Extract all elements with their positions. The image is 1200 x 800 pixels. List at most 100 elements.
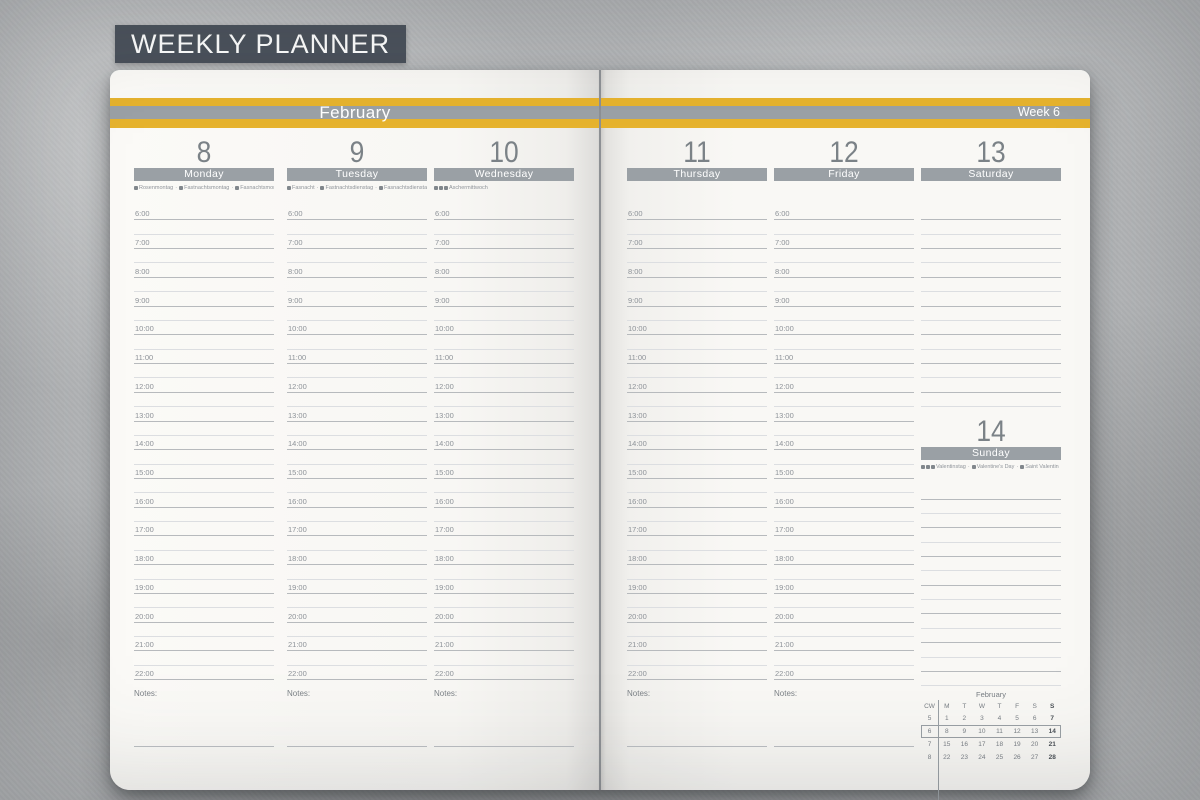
half-hour-line bbox=[434, 422, 574, 436]
time-label: 19:00 bbox=[135, 582, 154, 592]
mini-calendar-day-cell: 22 bbox=[943, 754, 951, 762]
time-label: 11:00 bbox=[135, 353, 154, 363]
day-holidays bbox=[774, 183, 914, 192]
half-hour-line bbox=[434, 393, 574, 408]
half-hour-line bbox=[774, 479, 914, 494]
day-holidays bbox=[921, 183, 1061, 192]
half-hour-line bbox=[287, 220, 427, 235]
half-hour-line bbox=[134, 220, 274, 235]
hour-line: 6:00 bbox=[627, 206, 767, 221]
hour-line bbox=[921, 350, 1061, 365]
day-number: 8 bbox=[196, 136, 212, 169]
half-hour-line bbox=[627, 651, 767, 666]
half-hour-line bbox=[627, 364, 767, 379]
time-label: 8:00 bbox=[435, 266, 450, 276]
hour-line: 15:00 bbox=[434, 465, 574, 479]
time-label: 15:00 bbox=[435, 468, 454, 477]
hour-line: 18:00 bbox=[627, 551, 767, 566]
half-hour-line bbox=[434, 249, 574, 264]
holiday-label: Rosenmontag bbox=[139, 184, 174, 191]
hour-line: 13:00 bbox=[134, 407, 274, 422]
column-bottom-line bbox=[627, 746, 767, 747]
hour-line: 16:00 bbox=[287, 493, 427, 508]
time-label: 19:00 bbox=[628, 582, 647, 592]
time-label: 13:00 bbox=[628, 410, 647, 420]
day-column-wednesday: 10 Wednesday Aschermittwoch 6:00 7:00 8:00 9:0… bbox=[434, 138, 574, 747]
hour-line: 20:00 bbox=[134, 608, 274, 623]
time-grid: 6:00 7:00 8:00 9:00 10:00 11:00 12:00 13:00 14:0… bbox=[287, 206, 427, 681]
time-label: 14:00 bbox=[288, 439, 307, 449]
half-hour-line bbox=[434, 651, 574, 666]
half-hour-line bbox=[774, 623, 914, 638]
half-hour-line bbox=[134, 450, 274, 465]
hour-line: 12:00 bbox=[627, 378, 767, 393]
half-hour-line bbox=[627, 594, 767, 609]
time-label: 18:00 bbox=[775, 554, 794, 564]
hour-line bbox=[921, 543, 1061, 557]
half-hour-line bbox=[921, 528, 1061, 543]
half-hour-line bbox=[774, 335, 914, 350]
half-hour-line bbox=[627, 335, 767, 350]
hour-line: 10:00 bbox=[134, 321, 274, 336]
half-hour-line bbox=[774, 450, 914, 465]
time-label: 22:00 bbox=[135, 669, 154, 679]
half-hour-line bbox=[774, 565, 914, 580]
half-hour-line bbox=[921, 307, 1061, 321]
half-hour-line bbox=[627, 220, 767, 235]
time-label: 21:00 bbox=[288, 640, 307, 650]
time-label: 11:00 bbox=[628, 353, 647, 363]
half-hour-line bbox=[774, 594, 914, 609]
time-label: 14:00 bbox=[775, 439, 794, 449]
half-hour-line bbox=[134, 565, 274, 580]
time-label: 16:00 bbox=[288, 496, 307, 506]
mini-calendar-header-cell: S bbox=[1032, 702, 1037, 710]
holiday-label: Valentine's Day bbox=[976, 463, 1015, 470]
mini-calendar-day-cell: 14 bbox=[1048, 728, 1056, 736]
day-number: 9 bbox=[349, 136, 365, 169]
half-hour-line bbox=[434, 536, 574, 551]
holiday-separator: · bbox=[375, 184, 378, 191]
time-label: 11:00 bbox=[288, 353, 307, 363]
half-hour-line bbox=[921, 335, 1061, 350]
time-label: 12:00 bbox=[775, 381, 794, 391]
half-hour-line bbox=[134, 393, 274, 408]
mini-calendar-day-cell: 4 bbox=[997, 715, 1002, 723]
mini-calendar-day-cell: 27 bbox=[1031, 754, 1039, 762]
half-hour-line bbox=[287, 508, 427, 523]
half-hour-line bbox=[134, 249, 274, 264]
time-label: 6:00 bbox=[435, 209, 450, 219]
book-gutter bbox=[599, 70, 601, 790]
time-label: 15:00 bbox=[628, 468, 647, 477]
mini-calendar-week-row: 7 15 16 17 18 19 20 21 bbox=[921, 738, 1061, 751]
half-hour-line bbox=[134, 278, 274, 293]
time-label: 13:00 bbox=[135, 410, 154, 420]
time-label: 21:00 bbox=[775, 640, 794, 650]
hour-line: 22:00 bbox=[774, 666, 914, 681]
time-label: 10:00 bbox=[288, 324, 307, 334]
day-holidays: Fasnacht · Fastnachtsdienstag · Fasnachtsdie… bbox=[287, 183, 427, 192]
half-hour-line bbox=[774, 536, 914, 551]
half-hour-line bbox=[434, 565, 574, 580]
hour-line: 11:00 bbox=[774, 350, 914, 365]
flag-icon-ch bbox=[444, 185, 448, 190]
mini-calendar-day-cell: 24 bbox=[978, 754, 986, 762]
mini-calendar-cw-cell: 8 bbox=[927, 754, 932, 762]
half-hour-line bbox=[287, 335, 427, 350]
mini-calendar-day-cell: 16 bbox=[960, 741, 968, 749]
hour-line: 16:00 bbox=[134, 493, 274, 508]
mini-calendar-cw-cell: 7 bbox=[927, 741, 932, 749]
hour-line: 18:00 bbox=[287, 551, 427, 566]
time-label: 9:00 bbox=[135, 295, 150, 305]
hour-line: 13:00 bbox=[627, 407, 767, 422]
hour-line: 15:00 bbox=[134, 465, 274, 479]
time-label: 17:00 bbox=[628, 525, 647, 535]
half-hour-line bbox=[287, 422, 427, 436]
mini-calendar-day-cell: 17 bbox=[978, 741, 986, 749]
time-label: 6:00 bbox=[288, 209, 303, 219]
half-hour-line bbox=[627, 536, 767, 551]
time-grid: 6:00 7:00 8:00 9:00 10:00 11:00 12:00 13:00 14:0… bbox=[134, 206, 274, 681]
column-bottom-line bbox=[434, 746, 574, 747]
time-label: 20:00 bbox=[628, 611, 647, 621]
hour-line: 9:00 bbox=[134, 292, 274, 307]
half-hour-line bbox=[774, 249, 914, 264]
